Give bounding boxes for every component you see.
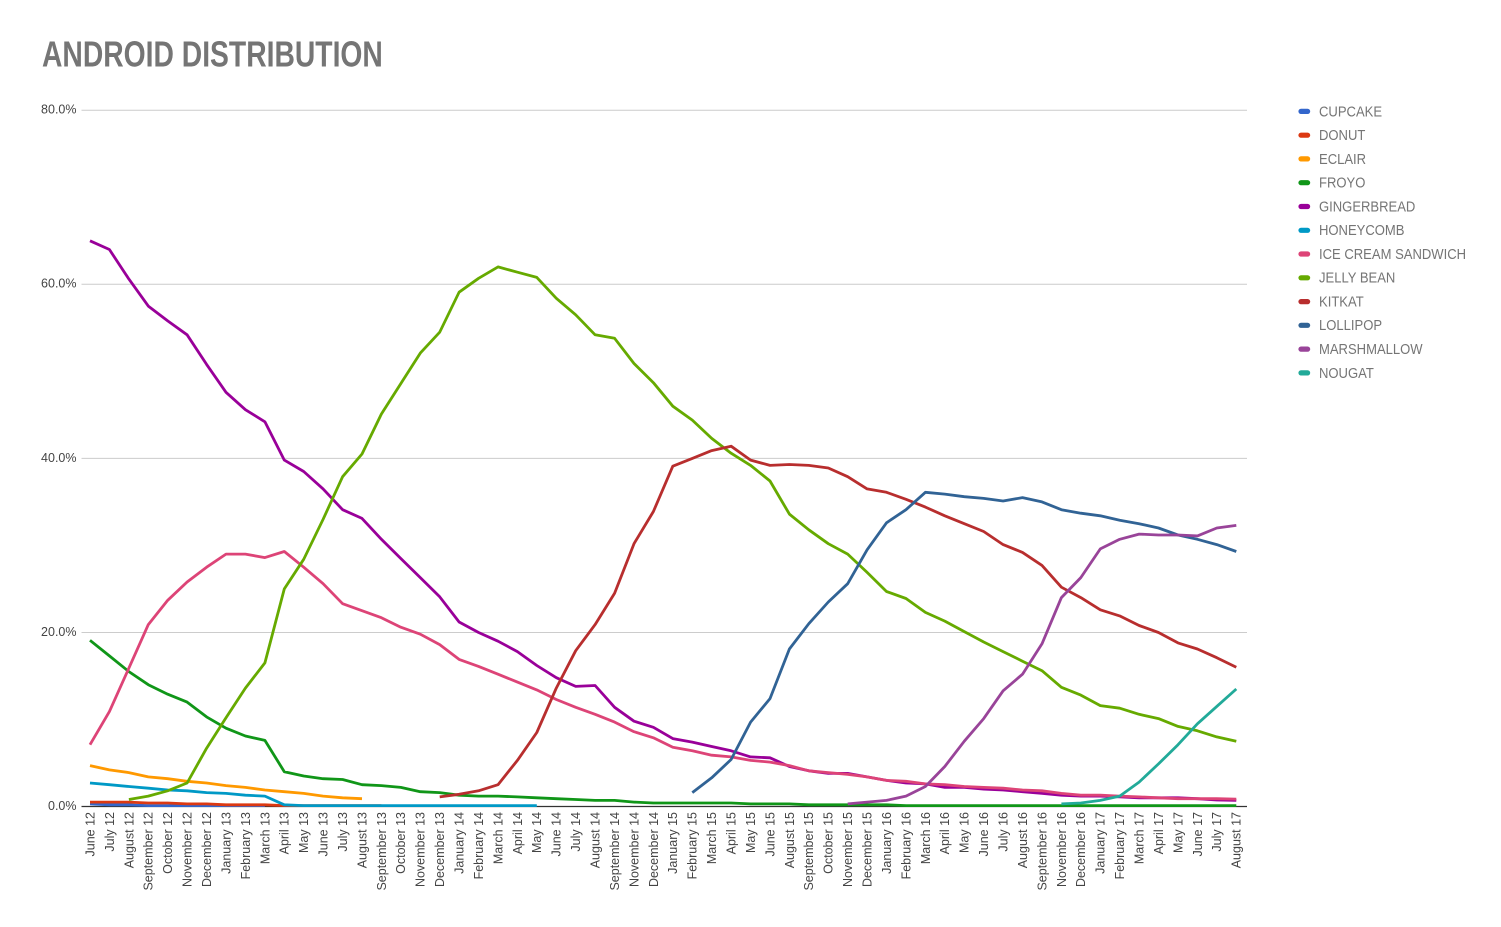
- svg-text:October 13: October 13: [394, 812, 408, 874]
- svg-text:November 12: November 12: [181, 812, 195, 887]
- svg-text:ICE CREAM SANDWICH: ICE CREAM SANDWICH: [1319, 246, 1466, 262]
- svg-text:February 15: February 15: [686, 812, 700, 879]
- svg-text:October 15: October 15: [822, 812, 836, 874]
- svg-text:July 17: July 17: [1210, 812, 1224, 852]
- svg-text:January 14: January 14: [453, 812, 467, 874]
- svg-text:April 17: April 17: [1152, 812, 1166, 854]
- svg-text:September 15: September 15: [802, 812, 816, 891]
- svg-text:February 16: February 16: [899, 812, 913, 879]
- svg-text:December 15: December 15: [861, 812, 875, 887]
- svg-text:July 16: July 16: [997, 812, 1011, 852]
- svg-text:June 12: June 12: [83, 812, 97, 857]
- svg-text:June 16: June 16: [977, 812, 991, 857]
- svg-text:July 13: July 13: [336, 812, 350, 852]
- svg-text:September 13: September 13: [375, 812, 389, 891]
- svg-text:November 16: November 16: [1055, 812, 1069, 887]
- svg-text:NOUGAT: NOUGAT: [1319, 365, 1374, 381]
- svg-text:ECLAIR: ECLAIR: [1319, 151, 1366, 167]
- svg-text:40.0%: 40.0%: [41, 451, 76, 465]
- svg-text:60.0%: 60.0%: [41, 277, 76, 291]
- svg-text:October 12: October 12: [161, 812, 175, 874]
- svg-text:March 13: March 13: [258, 812, 272, 864]
- svg-text:November 14: November 14: [627, 812, 641, 887]
- svg-text:April 16: April 16: [938, 812, 952, 854]
- svg-text:March 14: March 14: [491, 812, 505, 864]
- svg-text:0.0%: 0.0%: [48, 799, 77, 813]
- svg-text:CUPCAKE: CUPCAKE: [1319, 104, 1382, 120]
- svg-text:September 14: September 14: [608, 812, 622, 891]
- svg-text:November 13: November 13: [414, 812, 428, 887]
- svg-text:DONUT: DONUT: [1319, 127, 1366, 143]
- svg-text:June 14: June 14: [550, 812, 564, 857]
- svg-text:January 16: January 16: [880, 812, 894, 874]
- svg-text:June 13: June 13: [317, 812, 331, 857]
- svg-text:June 17: June 17: [1191, 812, 1205, 857]
- svg-text:August 12: August 12: [122, 812, 136, 868]
- svg-text:January 17: January 17: [1094, 812, 1108, 874]
- svg-text:HONEYCOMB: HONEYCOMB: [1319, 223, 1404, 239]
- svg-text:December 14: December 14: [647, 812, 661, 887]
- svg-text:September 12: September 12: [142, 812, 156, 891]
- svg-text:May 14: May 14: [530, 812, 544, 853]
- svg-text:FROYO: FROYO: [1319, 175, 1366, 191]
- svg-text:November 15: November 15: [841, 812, 855, 887]
- svg-text:January 13: January 13: [219, 812, 233, 874]
- svg-text:August 16: August 16: [1016, 812, 1030, 868]
- svg-text:LOLLIPOP: LOLLIPOP: [1319, 318, 1382, 334]
- svg-text:May 15: May 15: [744, 812, 758, 853]
- svg-text:August 14: August 14: [589, 812, 603, 868]
- svg-text:July 14: July 14: [569, 812, 583, 852]
- svg-text:February 14: February 14: [472, 812, 486, 879]
- svg-text:ANDROID DISTRIBUTION: ANDROID DISTRIBUTION: [42, 34, 383, 74]
- svg-text:May 13: May 13: [297, 812, 311, 853]
- svg-text:January 15: January 15: [666, 812, 680, 874]
- svg-text:August 15: August 15: [783, 812, 797, 868]
- svg-text:May 16: May 16: [958, 812, 972, 853]
- svg-text:May 17: May 17: [1171, 812, 1185, 853]
- svg-text:April 14: April 14: [511, 812, 525, 854]
- svg-text:December 12: December 12: [200, 812, 214, 887]
- svg-text:80.0%: 80.0%: [41, 103, 76, 117]
- svg-text:March 15: March 15: [705, 812, 719, 864]
- svg-text:August 13: August 13: [355, 812, 369, 868]
- svg-text:GINGERBREAD: GINGERBREAD: [1319, 199, 1415, 215]
- svg-text:JELLY BEAN: JELLY BEAN: [1319, 270, 1395, 286]
- svg-text:September 16: September 16: [1035, 812, 1049, 891]
- svg-text:December 13: December 13: [433, 812, 447, 887]
- svg-text:February 17: February 17: [1113, 812, 1127, 879]
- svg-text:August 17: August 17: [1230, 812, 1244, 868]
- svg-text:March 16: March 16: [919, 812, 933, 864]
- svg-text:KITKAT: KITKAT: [1319, 294, 1364, 310]
- svg-text:December 16: December 16: [1074, 812, 1088, 887]
- svg-text:July 12: July 12: [103, 812, 117, 852]
- svg-text:April 15: April 15: [725, 812, 739, 854]
- svg-text:June 15: June 15: [763, 812, 777, 857]
- svg-text:March 17: March 17: [1133, 812, 1147, 864]
- svg-text:February 13: February 13: [239, 812, 253, 879]
- svg-text:20.0%: 20.0%: [41, 625, 76, 639]
- svg-text:MARSHMALLOW: MARSHMALLOW: [1319, 341, 1423, 357]
- svg-text:April 13: April 13: [278, 812, 292, 854]
